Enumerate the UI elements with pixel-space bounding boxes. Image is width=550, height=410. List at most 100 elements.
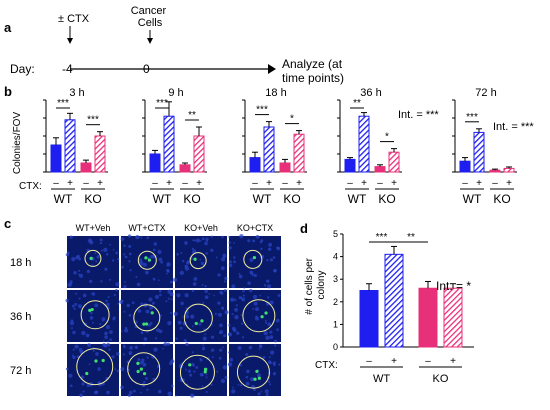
colony-cell	[264, 311, 268, 315]
colony-cell	[255, 369, 259, 374]
nucleus-dot	[278, 363, 281, 366]
colony-circle	[76, 348, 114, 386]
row-label: 36 h	[10, 311, 31, 323]
nucleus-dot	[156, 328, 160, 332]
nucleus-dot	[158, 290, 162, 293]
nucleus-dot	[75, 292, 78, 295]
nucleus-dot	[228, 235, 231, 239]
nucleus-dot	[269, 258, 274, 262]
micrograph-tile	[175, 344, 227, 396]
nucleus-dot	[239, 234, 244, 239]
group-label-ko: KO	[433, 373, 449, 385]
nucleus-dot	[120, 385, 124, 390]
nucleus-dot	[69, 235, 73, 239]
panel-label-c: c	[4, 216, 11, 231]
row-label: 18 h	[10, 257, 31, 269]
nucleus-dot	[275, 318, 280, 323]
nucleus-dot	[71, 256, 76, 262]
nucleus-dot	[73, 270, 77, 275]
nucleus-dot	[144, 376, 148, 380]
group-label-wt: WT	[373, 373, 390, 385]
colony-cell	[101, 358, 105, 363]
chart-title: 72 h	[475, 87, 496, 99]
nucleus-dot	[147, 323, 151, 327]
colony-cell	[89, 256, 93, 260]
nucleus-dot	[253, 301, 258, 306]
nucleus-dot	[72, 354, 74, 357]
bar	[388, 151, 400, 173]
nucleus-dot	[82, 390, 85, 393]
colony-cell	[252, 255, 256, 260]
nucleus-dot	[202, 336, 207, 341]
nucleus-dot	[193, 370, 196, 373]
colony-cell	[142, 372, 147, 376]
ctx-sign: –	[366, 356, 372, 367]
nucleus-dot	[90, 311, 93, 315]
nucleus-dot	[163, 342, 168, 347]
nucleus-dot	[268, 242, 273, 247]
ctx-sign: +	[391, 356, 397, 367]
nucleus-dot	[158, 279, 160, 282]
nucleus-dot	[125, 255, 128, 259]
nucleus-dot	[249, 270, 254, 275]
nucleus-dot	[76, 345, 78, 347]
nucleus-dot	[199, 259, 202, 261]
bar	[193, 135, 205, 173]
nucleus-dot	[158, 329, 163, 334]
nucleus-dot	[184, 241, 188, 245]
colony-circle	[243, 249, 263, 269]
nucleus-dot	[128, 260, 131, 263]
nucleus-dot	[265, 393, 269, 397]
nucleus-dot	[145, 309, 150, 314]
nucleus-dot	[99, 241, 103, 245]
nucleus-dot	[259, 294, 261, 297]
nucleus-dot	[272, 256, 276, 259]
nucleus-dot	[223, 334, 227, 338]
group-label-ko: KO	[378, 192, 395, 206]
colony-circle	[133, 304, 161, 332]
colony-cell	[90, 307, 94, 312]
nucleus-dot	[269, 383, 272, 386]
nucleus-dot	[113, 293, 116, 297]
group-label-wt: WT	[153, 192, 172, 206]
nucleus-dot	[159, 293, 162, 297]
nucleus-dot	[77, 304, 83, 309]
nucleus-dot	[152, 377, 155, 381]
y-tick-label: 2	[333, 297, 338, 307]
nucleus-dot	[191, 247, 195, 251]
ctx-sign: –	[347, 178, 353, 189]
nucleus-dot	[201, 346, 206, 351]
nucleus-dot	[68, 373, 73, 378]
nucleus-dot	[210, 383, 213, 386]
ctx-sign: –	[53, 178, 59, 189]
nucleus-dot	[180, 301, 184, 306]
nucleus-dot	[193, 277, 198, 281]
nucleus-dot	[134, 345, 139, 350]
nucleus-dot	[149, 321, 153, 325]
nucleus-dot	[143, 380, 146, 384]
nucleus-dot	[99, 322, 102, 326]
colony-cell	[88, 308, 92, 312]
colony-cell	[136, 361, 140, 365]
column-label: KO+CTX	[237, 223, 273, 233]
bar	[64, 119, 76, 173]
interaction-label: Int. = ***	[398, 109, 439, 121]
nucleus-dot	[133, 389, 136, 393]
nucleus-dot	[105, 299, 108, 303]
nucleus-dot	[219, 348, 223, 352]
nucleus-dot	[137, 358, 141, 362]
nucleus-dot	[201, 385, 204, 388]
significance-stars: **	[407, 232, 415, 243]
colony-circle	[84, 249, 102, 267]
nucleus-dot	[108, 348, 111, 351]
nucleus-dot	[140, 236, 143, 239]
nucleus-dot	[255, 315, 258, 318]
nucleus-dot	[213, 294, 216, 297]
nucleus-dot	[124, 280, 126, 283]
nucleus-dot	[175, 337, 178, 340]
nucleus-dot	[81, 382, 85, 386]
colony-cell	[144, 256, 148, 260]
nucleus-dot	[266, 279, 270, 283]
